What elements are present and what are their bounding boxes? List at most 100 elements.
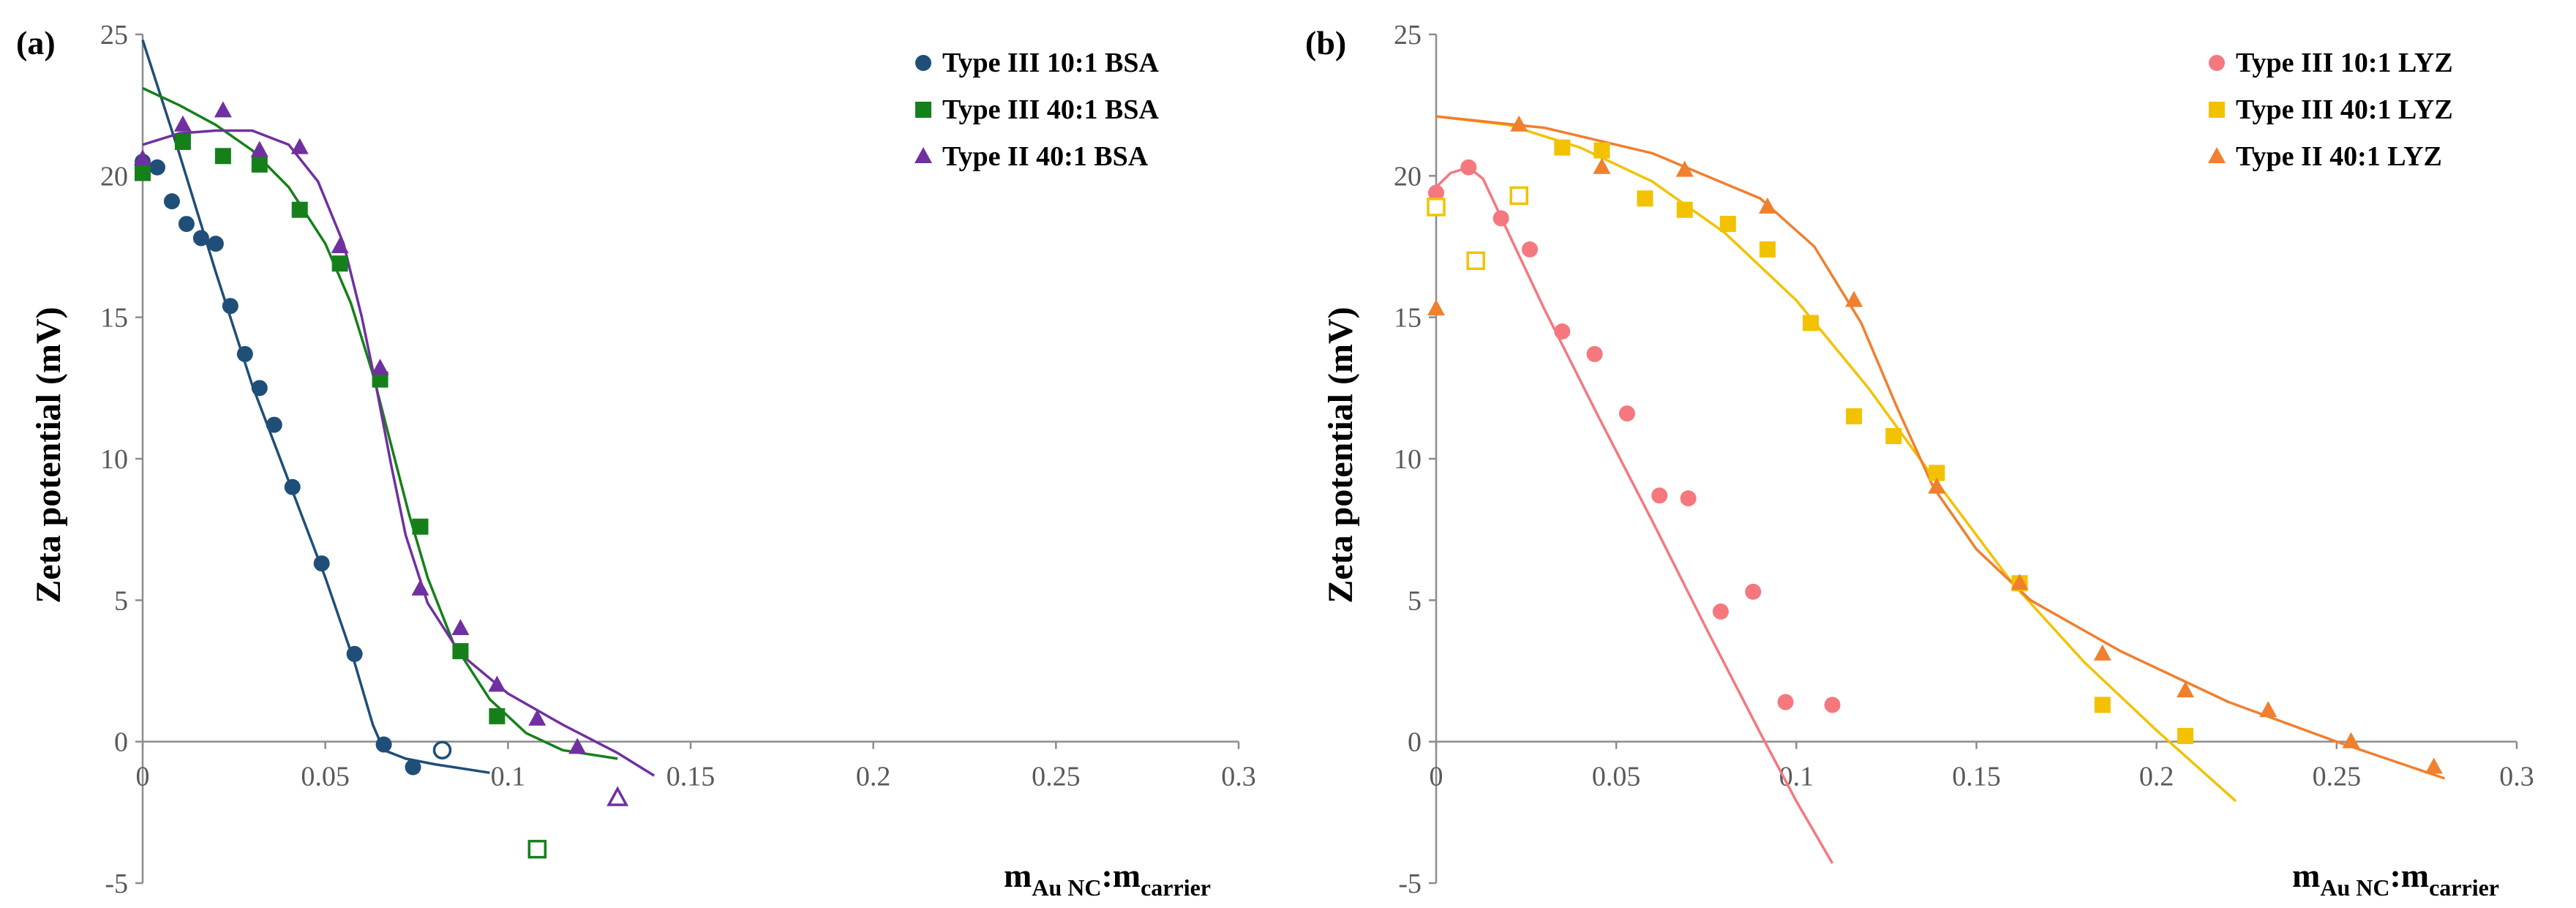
data-point-type-iii-40-1-lyz bbox=[1554, 139, 1571, 156]
data-point-type-iii-10-1-lyz bbox=[1712, 603, 1729, 620]
x-tick-label: 0.05 bbox=[301, 762, 350, 792]
y-tick-label: 25 bbox=[100, 20, 128, 50]
data-point-type-ii-40-1-lyz bbox=[1427, 299, 1445, 316]
legend-entry-type-ii-40-1-lyz: Type II 40:1 LYZ bbox=[2236, 141, 2442, 172]
data-point-type-iii-10-1-lyz bbox=[1554, 323, 1571, 339]
data-point-type-ii-40-1-bsa bbox=[250, 140, 269, 157]
data-point-type-iii-10-1-bsa bbox=[163, 193, 180, 210]
data-point-type-iii-10-1-lyz bbox=[1428, 184, 1444, 201]
y-tick-label: 0 bbox=[114, 727, 128, 758]
x-tick-label: 0.25 bbox=[2313, 762, 2362, 792]
data-markers-a bbox=[134, 101, 629, 859]
open-data-point-type-iii-40-1-lyz bbox=[1427, 198, 1446, 217]
data-point-type-iii-10-1-lyz bbox=[1745, 583, 1762, 600]
legend-marker-type-iii-40-1-lyz bbox=[2209, 102, 2225, 118]
data-point-type-iii-40-1-lyz bbox=[1593, 142, 1610, 159]
data-point-type-iii-40-1-bsa bbox=[174, 133, 191, 150]
data-point-type-iii-10-1-bsa bbox=[251, 380, 268, 397]
data-point-type-ii-40-1-bsa bbox=[290, 138, 309, 154]
open-data-point-type-ii-40-1-bsa bbox=[607, 786, 629, 806]
legend-marker-type-iii-40-1-bsa bbox=[915, 102, 931, 118]
axes-a: -5 0 5 10 15 20 25 0 0.05 0.1 0.15 0.2 0.25 0.3 bbox=[100, 20, 1256, 899]
legend-entry-type-ii-40-1-bsa: Type II 40:1 BSA bbox=[942, 141, 1149, 172]
data-point-type-iii-10-1-bsa bbox=[192, 230, 209, 247]
y-tick-label: 10 bbox=[100, 444, 128, 475]
x-tick-label: 0.05 bbox=[1592, 762, 1641, 792]
x-axis-label-a-main: m bbox=[1004, 857, 1032, 894]
legend-entry-type-iii-10-1-lyz: Type III 10:1 LYZ bbox=[2236, 48, 2453, 78]
data-point-type-iii-40-1-bsa bbox=[135, 165, 151, 181]
data-point-type-iii-40-1-lyz bbox=[1929, 465, 1945, 481]
y-tick-label: 10 bbox=[1394, 444, 1422, 475]
data-point-type-iii-10-1-lyz bbox=[1618, 405, 1635, 422]
data-point-type-iii-40-1-lyz bbox=[1846, 408, 1863, 424]
x-axis-label-a-sub1: Au NC bbox=[1032, 874, 1101, 901]
x-tick-label: 0 bbox=[136, 762, 150, 792]
data-point-type-ii-40-1-lyz bbox=[1593, 157, 1611, 174]
data-point-type-ii-40-1-lyz bbox=[2010, 574, 2029, 590]
data-point-type-ii-40-1-lyz bbox=[2259, 701, 2278, 718]
data-point-type-ii-40-1-bsa bbox=[411, 579, 429, 596]
x-axis-label-b: mAu NC:mcarrier bbox=[2292, 857, 2499, 901]
data-point-type-iii-10-1-lyz bbox=[1680, 490, 1697, 507]
x-tick-label: 0 bbox=[1430, 762, 1443, 792]
x-tick-label: 0.3 bbox=[2499, 762, 2534, 792]
data-point-type-iii-10-1-bsa bbox=[149, 159, 165, 176]
data-markers-b bbox=[1427, 115, 2443, 774]
y-tick-label: 5 bbox=[114, 585, 128, 616]
data-point-type-iii-40-1-bsa bbox=[412, 518, 429, 535]
data-point-type-ii-40-1-lyz bbox=[2177, 681, 2195, 698]
data-point-type-iii-10-1-bsa bbox=[405, 759, 421, 776]
x-tick-label: 0.15 bbox=[666, 762, 716, 792]
data-point-type-iii-40-1-lyz bbox=[1885, 428, 1902, 445]
data-point-type-iii-10-1-bsa bbox=[266, 416, 282, 433]
panel-label-a: (a) bbox=[16, 24, 56, 61]
x-tick-label: 0.1 bbox=[491, 762, 526, 792]
data-point-type-ii-40-1-bsa bbox=[331, 237, 349, 253]
data-point-type-iii-40-1-bsa bbox=[452, 642, 469, 659]
data-point-type-iii-10-1-bsa bbox=[236, 345, 253, 362]
data-point-type-ii-40-1-bsa bbox=[214, 101, 232, 118]
data-point-type-iii-10-1-lyz bbox=[1522, 241, 1539, 258]
data-point-type-iii-40-1-bsa bbox=[489, 708, 506, 724]
data-point-type-iii-40-1-lyz bbox=[1719, 216, 1736, 233]
y-tick-label: -5 bbox=[105, 868, 128, 899]
data-point-type-ii-40-1-lyz bbox=[1510, 115, 1528, 132]
y-tick-label: 20 bbox=[1394, 161, 1422, 192]
data-point-type-iii-40-1-lyz bbox=[1803, 315, 1820, 331]
data-point-type-iii-40-1-bsa bbox=[331, 255, 348, 272]
legend-marker-type-iii-10-1-lyz bbox=[2209, 55, 2225, 71]
x-axis-label-a-sub2: carrier bbox=[1141, 874, 1211, 901]
data-point-type-iii-10-1-lyz bbox=[1586, 345, 1603, 362]
data-point-type-iii-10-1-lyz bbox=[1777, 694, 1794, 710]
data-point-type-ii-40-1-bsa bbox=[134, 149, 151, 166]
x-axis-label-b-sub1: Au NC bbox=[2320, 874, 2389, 901]
chart-panel-a: (a) Zeta potential (mV) -5 0 5 10 15 20 25 0 0.0… bbox=[16, 20, 1256, 901]
open-data-point-type-iii-10-1-bsa bbox=[432, 740, 452, 760]
data-point-type-ii-40-1-bsa bbox=[173, 115, 192, 132]
x-tick-label: 0.2 bbox=[856, 762, 891, 792]
y-tick-label: 15 bbox=[100, 303, 128, 334]
y-tick-label: 0 bbox=[1408, 727, 1422, 758]
data-point-type-iii-10-1-lyz bbox=[1492, 210, 1509, 227]
legend-entry-type-iii-10-1-bsa: Type III 10:1 BSA bbox=[942, 48, 1160, 78]
data-point-type-iii-10-1-lyz bbox=[1460, 159, 1477, 176]
x-tick-label: 0.3 bbox=[1221, 762, 1256, 792]
x-tick-label: 0.2 bbox=[2139, 762, 2174, 792]
data-point-type-iii-10-1-bsa bbox=[313, 555, 330, 572]
data-point-type-iii-40-1-lyz bbox=[2094, 697, 2111, 713]
data-point-type-iii-40-1-lyz bbox=[1676, 201, 1693, 218]
fit-curve-type-ii-40-1-lyz bbox=[1435, 115, 2446, 780]
data-point-type-ii-40-1-lyz bbox=[1928, 477, 1946, 494]
data-point-type-ii-40-1-bsa bbox=[568, 738, 587, 754]
legend-a: Type III 10:1 BSA Type III 40:1 BSA Type I… bbox=[915, 48, 1160, 172]
data-point-type-iii-40-1-lyz bbox=[2177, 727, 2194, 744]
fit-curve-type-iii-10-1-bsa bbox=[141, 40, 490, 774]
open-data-point-type-iii-40-1-lyz bbox=[1466, 251, 1485, 271]
legend-marker-type-ii-40-1-lyz bbox=[2208, 147, 2226, 163]
data-point-type-iii-40-1-bsa bbox=[214, 148, 231, 165]
x-axis-label-a: mAu NC:mcarrier bbox=[1004, 857, 1211, 901]
chart-panel-b: (b) Zeta potential (mV) -5 0 5 10 15 20 25 0 0.0… bbox=[1305, 20, 2534, 901]
data-point-type-iii-10-1-bsa bbox=[178, 216, 195, 233]
